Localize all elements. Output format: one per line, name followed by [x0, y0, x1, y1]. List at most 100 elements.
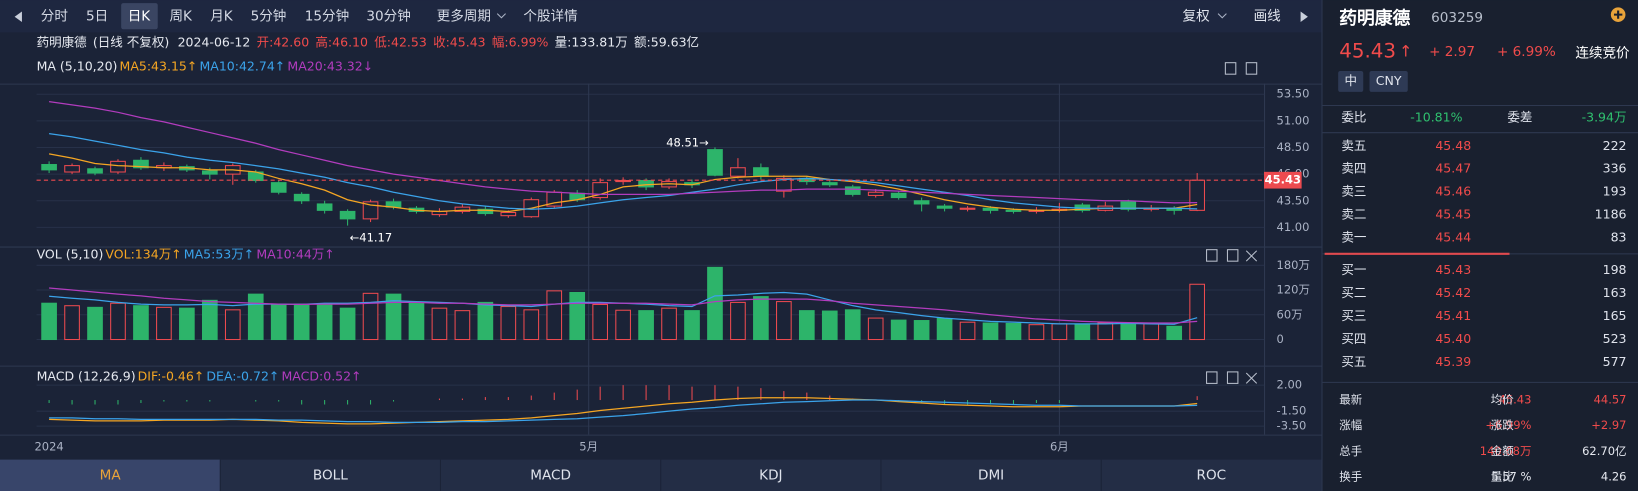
candle-body	[110, 160, 126, 173]
period-tab[interactable]: 5日	[86, 9, 108, 25]
info-text: 收:45.43	[433, 34, 486, 49]
panel-tool[interactable]	[1226, 371, 1239, 384]
volume-bar	[1074, 324, 1091, 341]
info-text: 额:59.63亿	[634, 34, 699, 49]
info-text: MA5:43.15↑	[120, 58, 198, 73]
stat-label: 最新	[1339, 393, 1362, 407]
panel-tool[interactable]	[1206, 371, 1218, 384]
volume-bar	[959, 321, 976, 341]
toolbar-right[interactable]: 复权	[1183, 8, 1211, 25]
book-label: 买二	[1341, 285, 1366, 300]
volume-bar	[179, 307, 195, 341]
volume-bar	[707, 266, 723, 341]
period-tab[interactable]: 更多周期	[437, 8, 491, 25]
indicator-tab[interactable]: BOLL	[313, 467, 348, 483]
tag	[1338, 71, 1364, 92]
candle-body	[293, 193, 310, 202]
candle-body	[844, 186, 861, 195]
volume-bar	[87, 306, 103, 341]
info-text: DIF:-0.46↑	[138, 369, 205, 384]
prev-arrow[interactable]	[14, 11, 22, 22]
stat-value: 45.43	[1499, 393, 1532, 407]
info-text: MA20:43.32↓	[287, 58, 373, 73]
volume-bar	[776, 301, 792, 341]
next-arrow[interactable]	[1300, 11, 1308, 22]
info-text: 药明康德	[37, 34, 88, 49]
book-price: 45.46	[1435, 184, 1471, 199]
volume-bar	[385, 293, 402, 341]
indicator-tab[interactable]: KDJ	[759, 467, 782, 483]
tag-text: 中	[1344, 73, 1357, 88]
period-tab[interactable]: 5分钟	[251, 8, 287, 25]
y-tick-label: 180万	[1277, 258, 1310, 272]
volume-bar	[661, 307, 677, 341]
period-tab[interactable]: 分时	[41, 9, 69, 25]
y-tick-label: 60万	[1277, 307, 1303, 321]
volume-bar	[408, 301, 425, 341]
book-volume: 222	[1603, 138, 1627, 153]
period-tab[interactable]: 月K	[210, 9, 234, 25]
y-tick-label: 51.00	[1277, 113, 1310, 127]
candle-body	[362, 201, 379, 220]
period-tab[interactable]: 日K	[128, 9, 152, 25]
panel-tool[interactable]	[1226, 249, 1239, 262]
volume-bar	[41, 302, 57, 341]
last-price-label: 45.43	[1265, 173, 1301, 187]
close-panel[interactable]	[1245, 372, 1258, 384]
info-text: MA5:53万↑	[184, 246, 254, 261]
panel-tool[interactable]	[1245, 62, 1258, 75]
ma-line	[49, 132, 1198, 210]
book-label: 买一	[1341, 262, 1366, 277]
y-tick-label: 53.50	[1277, 87, 1310, 101]
active-tab	[121, 3, 158, 30]
info-text: 低:42.53	[374, 34, 427, 49]
panel-tool[interactable]	[1206, 249, 1218, 262]
volume-bar	[1189, 283, 1205, 341]
panel-tool[interactable]	[1224, 62, 1237, 75]
candle-body	[638, 179, 654, 188]
candle-body	[500, 211, 517, 217]
macd-line	[49, 399, 1198, 423]
candle-body	[753, 167, 769, 177]
y-tick-label: 0	[1277, 332, 1284, 346]
toolbar-right[interactable]: 画线	[1254, 9, 1282, 25]
volume-bar	[64, 305, 80, 341]
book-label: 买五	[1341, 354, 1366, 369]
info-text: 幅:6.99%	[492, 34, 549, 49]
y-tick-label: 43.50	[1277, 193, 1310, 207]
y-tick-label: -1.50	[1277, 404, 1307, 418]
period-tab[interactable]: 15分钟	[305, 8, 349, 25]
volume-bar	[201, 299, 218, 341]
candle-body	[87, 168, 103, 174]
volume-bar	[1028, 324, 1045, 341]
indicator-tab[interactable]: MA	[100, 467, 122, 483]
stat-label: 涨跌	[1491, 418, 1514, 432]
info-text: 开:42.60	[257, 34, 310, 49]
book-volume: 577	[1603, 354, 1627, 369]
volume-bar	[867, 317, 884, 341]
volume-bar	[592, 303, 609, 341]
diff: -3.94万	[1582, 110, 1627, 125]
change-pct: + 6.99%	[1497, 44, 1556, 60]
info-text: 量:133.81万	[555, 34, 628, 49]
period-tab[interactable]: 周K	[169, 9, 193, 25]
stat-value: +2.97	[1591, 418, 1626, 432]
active-indicator-tab	[0, 459, 221, 491]
candle-body	[454, 206, 471, 212]
info-text: MA10:44万↑	[256, 246, 334, 261]
volume-bar	[730, 301, 746, 341]
candle-body	[890, 192, 907, 199]
period-tab[interactable]: 个股详情	[523, 9, 577, 25]
indicator-tab[interactable]: ROC	[1197, 467, 1227, 483]
volume-bar	[546, 290, 563, 341]
candle-body	[133, 159, 149, 169]
period-tab[interactable]: 30分钟	[366, 8, 410, 25]
close-panel[interactable]	[1245, 250, 1258, 262]
info-text: DEA:-0.72↑	[206, 369, 279, 384]
book-volume: 198	[1603, 262, 1627, 277]
indicator-tab[interactable]: MACD	[530, 467, 571, 483]
book-label: 卖二	[1341, 207, 1366, 222]
stat-value: +6.99%	[1485, 418, 1531, 432]
indicator-tab[interactable]: DMI	[978, 467, 1004, 483]
candle-body	[867, 191, 884, 196]
